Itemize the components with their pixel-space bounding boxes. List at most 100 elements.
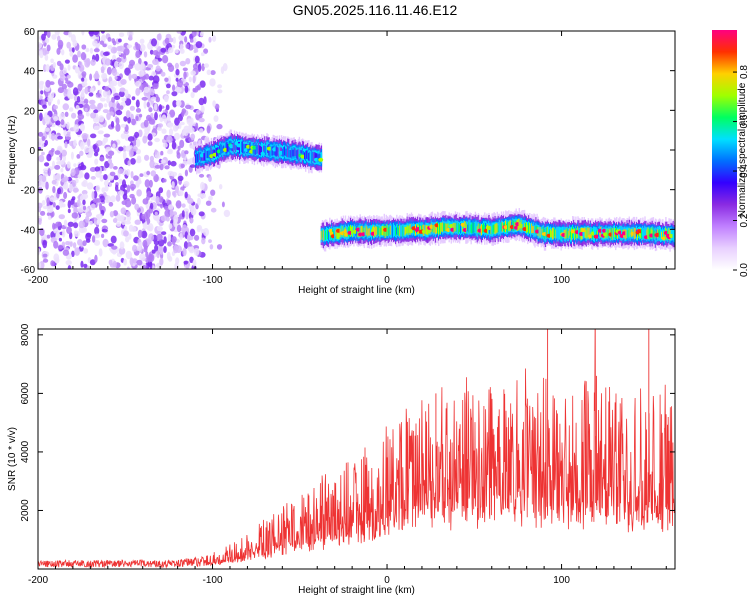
noise-blob <box>192 63 198 70</box>
track-core <box>471 222 473 234</box>
noise-blob <box>77 206 84 213</box>
noise-blob <box>186 233 191 243</box>
noise-blob <box>41 175 47 183</box>
noise-blob <box>44 127 50 132</box>
noise-blob <box>192 141 197 146</box>
noise-blob <box>85 232 92 238</box>
track-core <box>247 144 249 154</box>
track-peak <box>318 157 324 162</box>
x-tick-label: -200 <box>28 575 48 586</box>
track-core <box>532 225 534 233</box>
noise-blob <box>101 187 106 193</box>
noise-blob <box>69 241 73 247</box>
noise-blob <box>113 175 119 181</box>
noise-blob <box>81 31 85 36</box>
track-core <box>293 147 295 159</box>
noise-blob <box>100 31 105 34</box>
noise-blob <box>81 71 87 77</box>
noise-blob <box>90 133 97 139</box>
noise-blob <box>51 34 57 40</box>
noise-blob <box>174 62 179 69</box>
y-tick-label: 0 <box>29 146 35 157</box>
noise-blob <box>104 86 110 92</box>
noise-blob <box>103 137 108 143</box>
track-core <box>445 223 447 232</box>
noise-blob <box>81 227 88 233</box>
track-core <box>375 225 377 237</box>
noise-blob <box>179 232 183 241</box>
noise-blob <box>195 109 201 115</box>
noise-blob <box>198 97 205 106</box>
noise-blob <box>219 184 223 190</box>
noise-blob <box>123 225 128 231</box>
noise-blob <box>64 59 70 64</box>
track-core <box>456 223 459 232</box>
noise-blob <box>181 224 188 233</box>
track-core <box>427 225 429 235</box>
track-core <box>582 227 584 239</box>
track-core <box>533 226 535 234</box>
track-core <box>438 224 440 235</box>
noise-blob <box>147 133 153 141</box>
x-tick-label: -200 <box>28 275 48 286</box>
noise-blob <box>196 226 201 233</box>
noise-blob <box>66 41 71 49</box>
noise-blob <box>91 235 96 243</box>
track-core <box>661 231 663 239</box>
noise-blob <box>125 250 132 260</box>
noise-blob <box>167 150 173 155</box>
noise-blob <box>120 123 127 128</box>
track-core <box>540 229 542 238</box>
noise-blob <box>65 241 71 246</box>
track-core <box>549 229 551 238</box>
noise-blob <box>172 124 179 132</box>
noise-blob <box>160 159 166 164</box>
noise-blob <box>73 124 80 133</box>
y-tick-label: 6000 <box>20 382 31 405</box>
track-core <box>334 228 336 240</box>
noise-blob <box>67 81 74 88</box>
noise-blob <box>89 103 96 110</box>
track-core <box>292 149 294 157</box>
noise-blob <box>164 37 170 45</box>
track-core <box>393 226 395 234</box>
noise-blob <box>162 142 168 148</box>
track-core <box>425 225 427 235</box>
noise-blob <box>38 206 42 213</box>
track-core <box>397 224 399 235</box>
noise-blob <box>134 219 141 225</box>
track-core <box>470 224 472 233</box>
noise-blob <box>67 265 72 269</box>
colorbar-gradient <box>712 30 737 270</box>
track-core <box>365 225 368 235</box>
noise-blob <box>123 116 128 122</box>
y-tick-label: 20 <box>24 106 36 117</box>
noise-blob <box>93 152 99 157</box>
noise-blob <box>93 190 98 199</box>
track-core <box>547 228 550 237</box>
noise-blob <box>172 211 178 216</box>
noise-blob <box>52 202 56 208</box>
track-core <box>611 228 614 240</box>
noise-blob <box>103 192 107 196</box>
noise-blob <box>94 233 101 239</box>
noise-blob <box>179 43 184 52</box>
track-core <box>576 229 578 239</box>
noise-blob <box>52 186 56 194</box>
noise-blob <box>123 48 130 56</box>
noise-blob <box>64 77 69 82</box>
track-core <box>215 147 217 157</box>
noise-blob <box>167 160 171 166</box>
noise-blob <box>135 245 142 251</box>
noise-blob <box>171 91 178 97</box>
track-core <box>642 229 644 237</box>
track-core <box>556 227 558 238</box>
noise-blob <box>42 258 49 263</box>
noise-blob <box>66 121 70 130</box>
noise-blob <box>101 218 108 224</box>
track-core <box>400 225 402 237</box>
noise-blob <box>190 91 195 99</box>
noise-blob <box>82 240 87 247</box>
noise-blob <box>131 118 137 126</box>
noise-blob <box>133 175 139 181</box>
